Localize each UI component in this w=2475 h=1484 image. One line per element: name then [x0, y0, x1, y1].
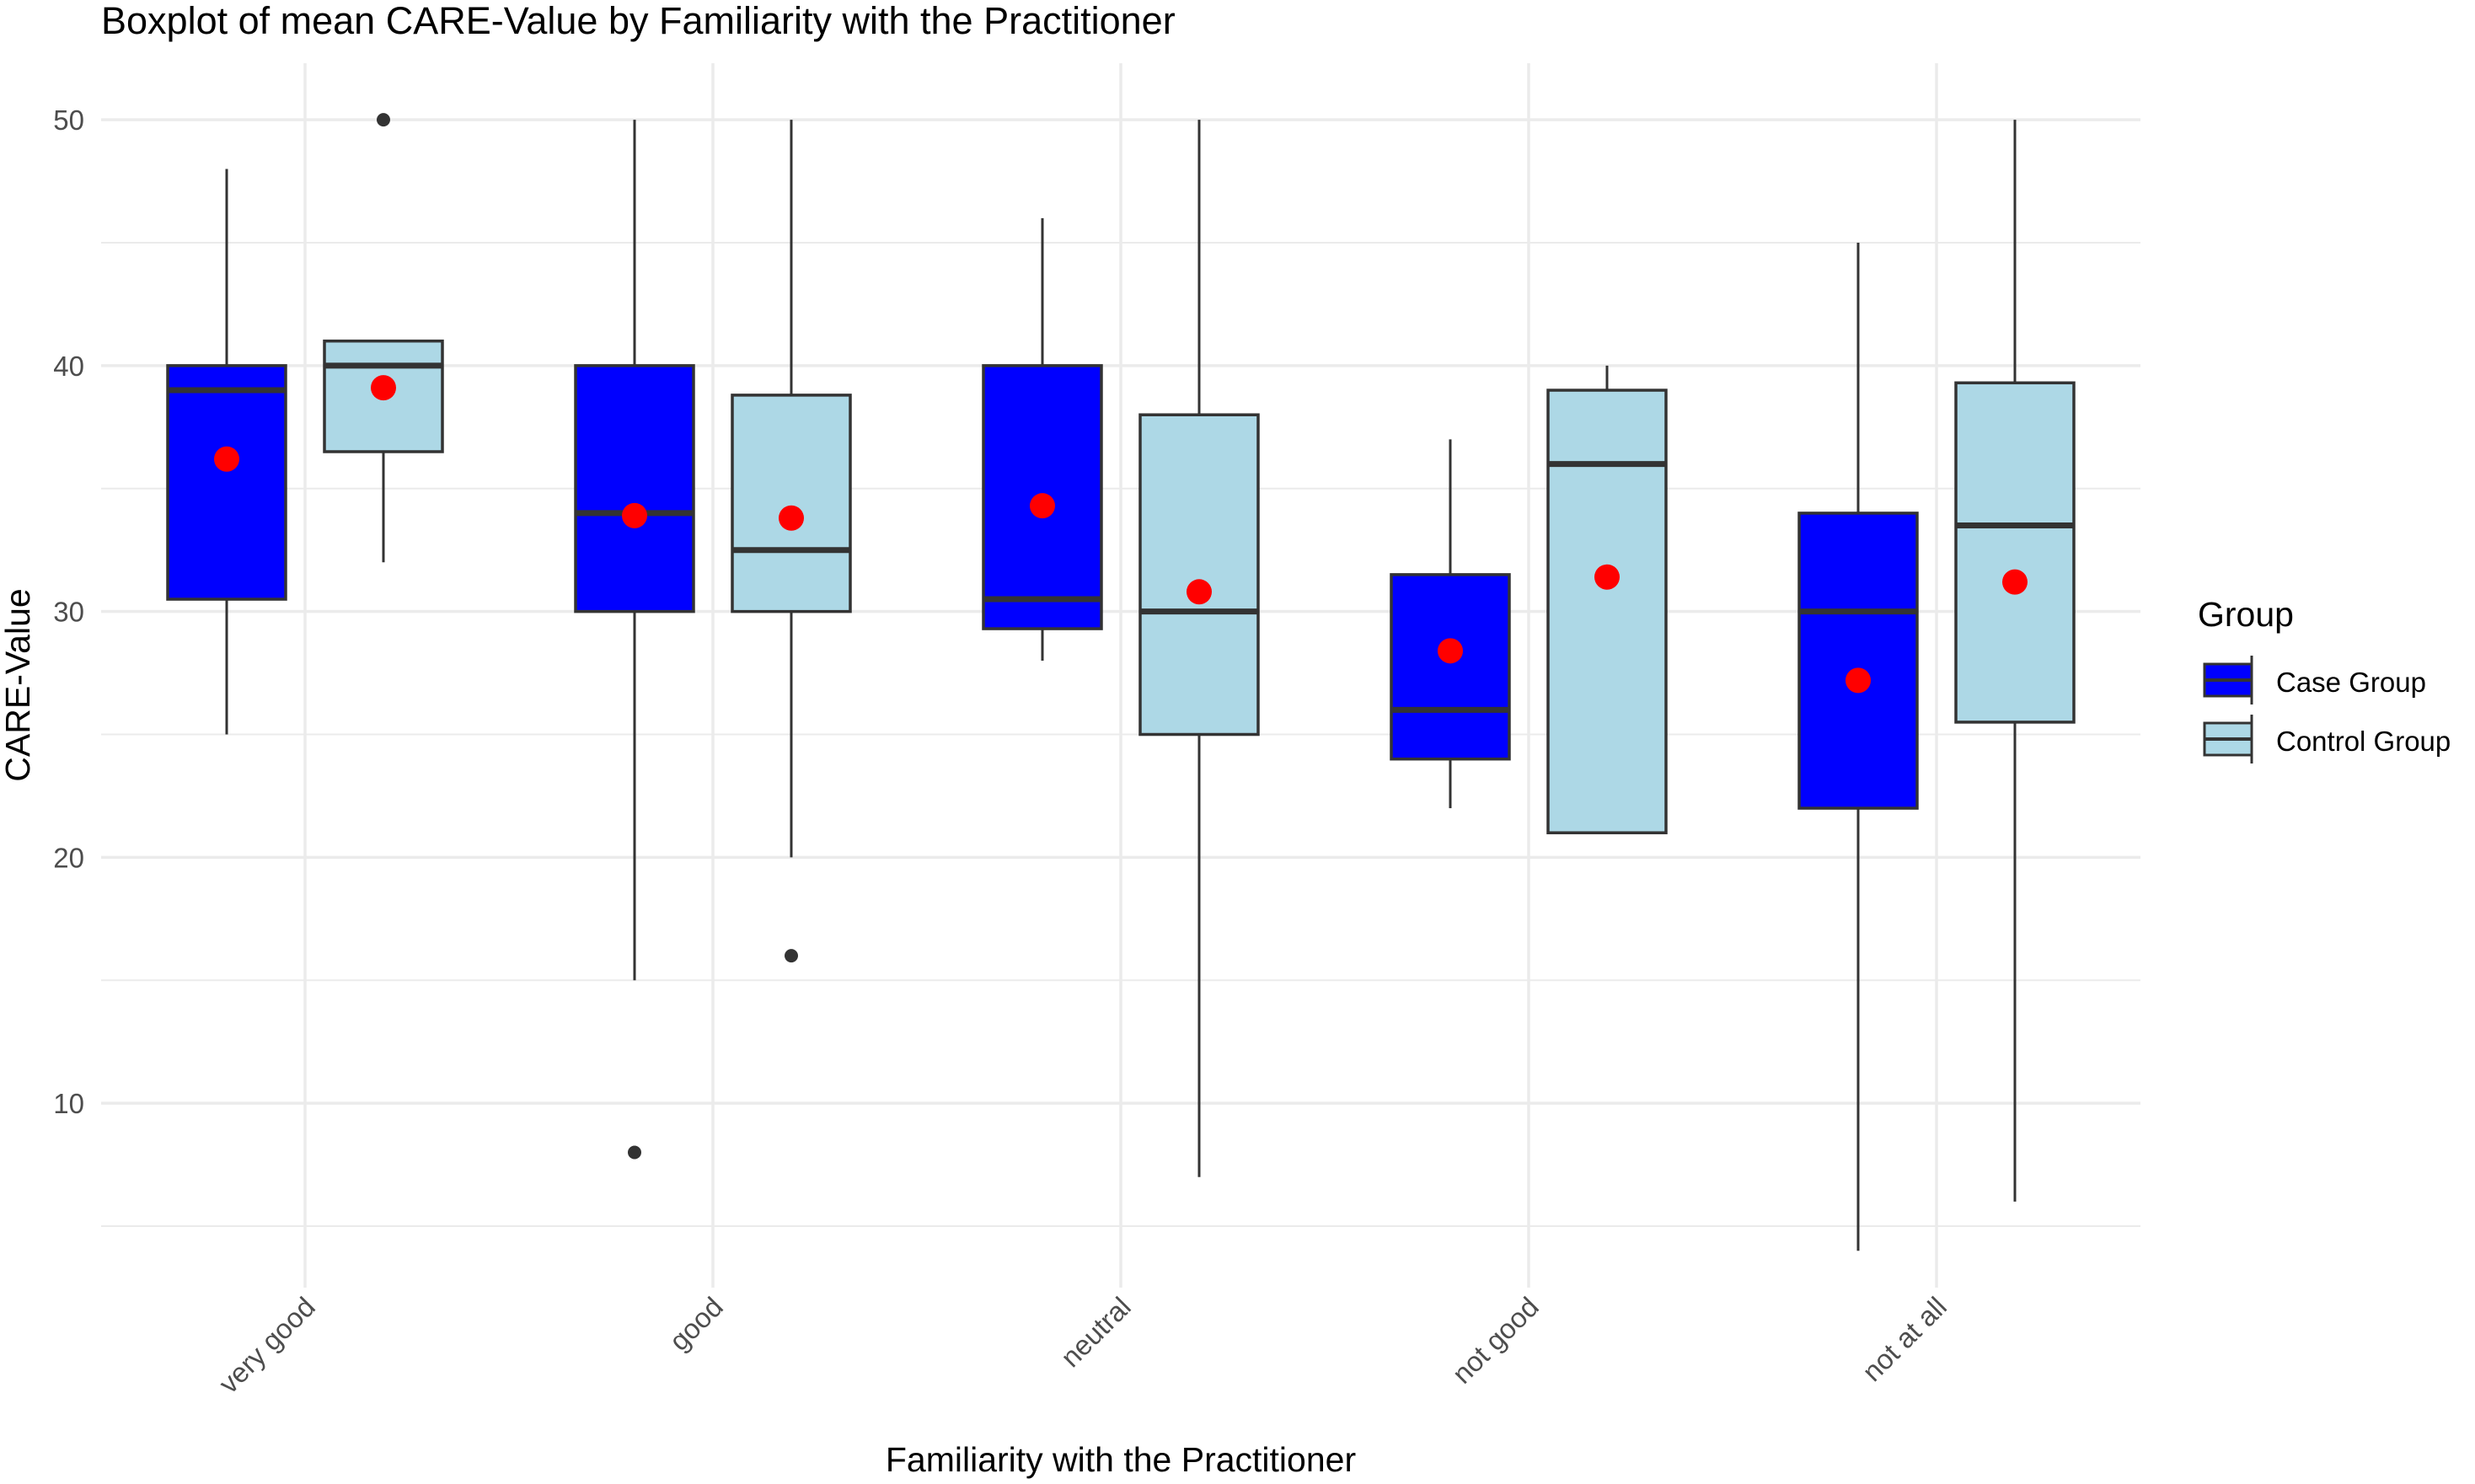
mean-point — [1438, 638, 1463, 664]
box-control-good — [731, 120, 852, 963]
y-tick-label: 30 — [53, 597, 84, 628]
mean-point — [371, 375, 396, 401]
legend-title: Group — [2198, 595, 2294, 634]
boxplot-series — [166, 113, 2076, 1251]
box-iqr — [1138, 413, 1260, 737]
y-tick-label: 40 — [53, 351, 84, 382]
box-case-not-at-all — [1797, 242, 1919, 1251]
box-control-neutral — [1138, 120, 1260, 1177]
outlier-point — [377, 113, 390, 127]
box-iqr — [1390, 573, 1511, 761]
box-control-not-at-all — [1954, 120, 2076, 1202]
box-case-good — [574, 120, 695, 1160]
mean-point — [1187, 579, 1212, 605]
y-axis-title: CARE-Value — [0, 588, 37, 781]
mean-point — [214, 446, 239, 472]
box-case-very-good — [166, 169, 287, 735]
box-control-not-good — [1546, 365, 1668, 834]
mean-point — [1030, 493, 1055, 519]
box-iqr — [574, 364, 695, 613]
outlier-point — [785, 949, 798, 963]
y-tick-label: 50 — [53, 104, 84, 136]
legend-label-control: Control Group — [2276, 726, 2451, 757]
box-iqr — [1797, 512, 1919, 810]
grid-major — [101, 63, 2140, 1288]
box-iqr — [1546, 388, 1668, 834]
mean-point — [622, 502, 647, 528]
legend-item-control: Control Group — [2203, 715, 2451, 763]
box-iqr — [731, 394, 852, 613]
mean-point — [1594, 564, 1620, 590]
box-iqr — [166, 364, 287, 601]
legend-label-case: Case Group — [2276, 667, 2426, 698]
x-axis-title: Familiarity with the Practitioner — [886, 1440, 1356, 1479]
mean-point — [2002, 569, 2028, 595]
mean-point — [1846, 667, 1871, 694]
box-case-not-good — [1390, 439, 1511, 809]
outlier-point — [628, 1145, 641, 1160]
box-iqr — [1954, 381, 2076, 724]
y-axis-ticks: 10 20 30 40 50 — [53, 104, 84, 1119]
box-case-neutral — [982, 217, 1103, 661]
mean-point — [779, 505, 804, 531]
box-control-very-good — [323, 113, 444, 563]
legend: Group Case Group Control Group — [2198, 595, 2451, 763]
y-tick-label: 20 — [53, 842, 84, 873]
legend-item-case: Case Group — [2203, 656, 2426, 704]
y-tick-label: 10 — [53, 1088, 84, 1119]
chart-title: Boxplot of mean CARE-Value by Familiarit… — [101, 0, 1176, 42]
